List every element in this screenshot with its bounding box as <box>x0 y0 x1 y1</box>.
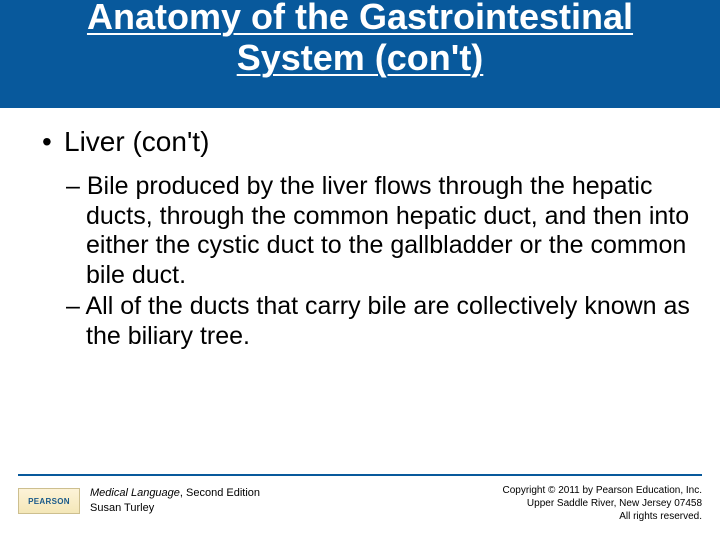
content-area: •Liver (con't) – Bile produced by the li… <box>0 108 720 351</box>
title-line-1: Anatomy of the Gastrointestinal <box>87 0 633 37</box>
dash-icon: – <box>66 292 85 320</box>
bullet-level-2: – All of the ducts that carry bile are c… <box>28 292 692 351</box>
book-edition: , Second Edition <box>180 487 260 499</box>
footer: PEARSON Medical Language, Second Edition… <box>0 474 720 532</box>
slide-title: Anatomy of the Gastrointestinal System (… <box>0 0 720 79</box>
copyright: Copyright © 2011 by Pearson Education, I… <box>502 484 702 523</box>
title-band: Anatomy of the Gastrointestinal System (… <box>0 0 720 108</box>
copyright-line-2: Upper Saddle River, New Jersey 07458 <box>527 498 702 509</box>
level2-text-1: All of the ducts that carry bile are col… <box>85 292 689 350</box>
author: Susan Turley <box>90 502 154 514</box>
logo-text: PEARSON <box>28 497 70 506</box>
bullet-level-2: – Bile produced by the liver flows throu… <box>28 172 692 290</box>
book-title: Medical Language <box>90 487 180 499</box>
bullet-dot-icon: • <box>42 126 64 158</box>
footer-divider <box>18 474 702 476</box>
pearson-logo: PEARSON <box>18 488 80 514</box>
bullet-level-1: •Liver (con't) <box>28 126 692 158</box>
copyright-line-3: All rights reserved. <box>619 511 702 522</box>
level2-text-0: Bile produced by the liver flows through… <box>86 172 689 289</box>
level1-text: Liver (con't) <box>64 126 209 157</box>
dash-icon: – <box>66 172 87 200</box>
copyright-line-1: Copyright © 2011 by Pearson Education, I… <box>502 485 702 496</box>
title-line-2: System (con't) <box>237 37 484 78</box>
book-info: Medical Language, Second Edition Susan T… <box>90 486 260 516</box>
